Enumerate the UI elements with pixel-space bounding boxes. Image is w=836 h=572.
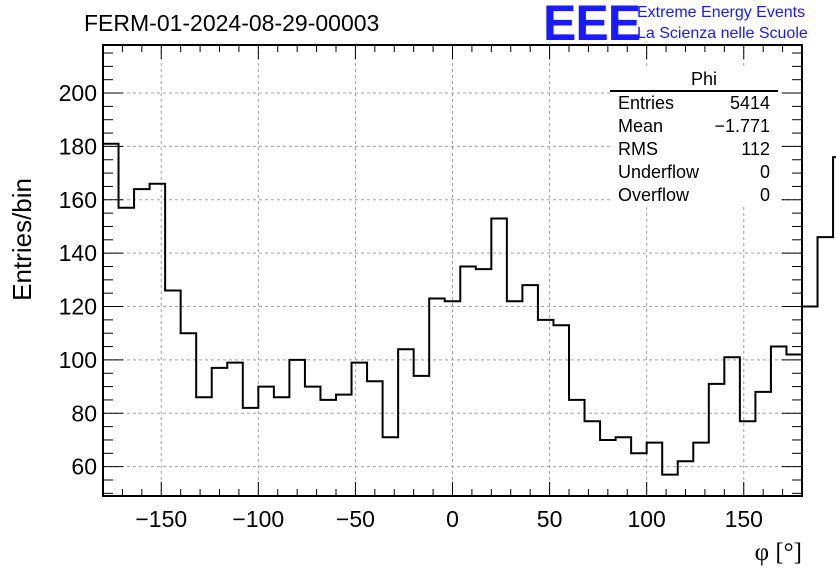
axis-ticks <box>102 45 803 496</box>
stats-row-mean: Mean −1.771 <box>610 115 778 138</box>
logo-subtitle-2: La Scienza nelle Scuole <box>637 25 808 42</box>
stats-box: Phi Entries 5414 Mean −1.771 RMS 112 Und… <box>610 68 778 207</box>
y-tick-label: 80 <box>71 400 97 426</box>
chart-title: FERM-01-2024-08-29-00003 <box>84 10 380 36</box>
grid-lines <box>103 45 802 496</box>
y-tick-label: 140 <box>59 240 97 266</box>
stats-value: 0 <box>759 162 770 182</box>
stats-value: 112 <box>741 139 770 159</box>
stats-value: 5414 <box>729 93 770 113</box>
y-tick-label: 60 <box>71 454 97 480</box>
y-tick-label: 100 <box>59 347 97 373</box>
x-tick-label: 150 <box>725 506 763 532</box>
stats-label: Overflow <box>618 185 690 205</box>
y-tick-label: 160 <box>59 187 97 213</box>
stats-title: Phi <box>610 68 778 92</box>
logo-subtitle-1: Extreme Energy Events <box>637 4 806 21</box>
histogram-series <box>102 142 836 496</box>
x-tick-label: 100 <box>627 506 665 532</box>
stats-row-entries: Entries 5414 <box>610 92 778 115</box>
stats-row-rms: RMS 112 <box>610 138 778 161</box>
stats-row-overflow: Overflow 0 <box>610 184 778 207</box>
x-tick-label: 0 <box>446 506 459 532</box>
x-tick-label: 50 <box>537 506 563 532</box>
y-tick-label: 200 <box>59 80 97 106</box>
x-tick-label: −150 <box>135 506 187 532</box>
tick-labels: −150 −100 −50 0 50 100 150 60 80 100 120 140 160 180 2… <box>59 80 763 532</box>
stats-value: 0 <box>759 185 770 205</box>
stats-row-underflow: Underflow 0 <box>610 161 778 184</box>
y-tick-label: 120 <box>59 294 97 320</box>
stats-label: RMS <box>618 139 658 159</box>
x-axis-label: φ [°] <box>755 539 802 566</box>
eee-logo: EEE <box>543 0 641 51</box>
x-tick-label: −100 <box>232 506 284 532</box>
stats-label: Mean <box>618 116 664 136</box>
y-axis-label: Entries/bin <box>7 178 37 301</box>
stats-label: Underflow <box>618 162 700 182</box>
x-tick-label: −50 <box>336 506 375 532</box>
stats-value: −1.771 <box>714 116 770 136</box>
y-tick-label: 180 <box>59 133 97 159</box>
stats-label: Entries <box>618 93 675 113</box>
